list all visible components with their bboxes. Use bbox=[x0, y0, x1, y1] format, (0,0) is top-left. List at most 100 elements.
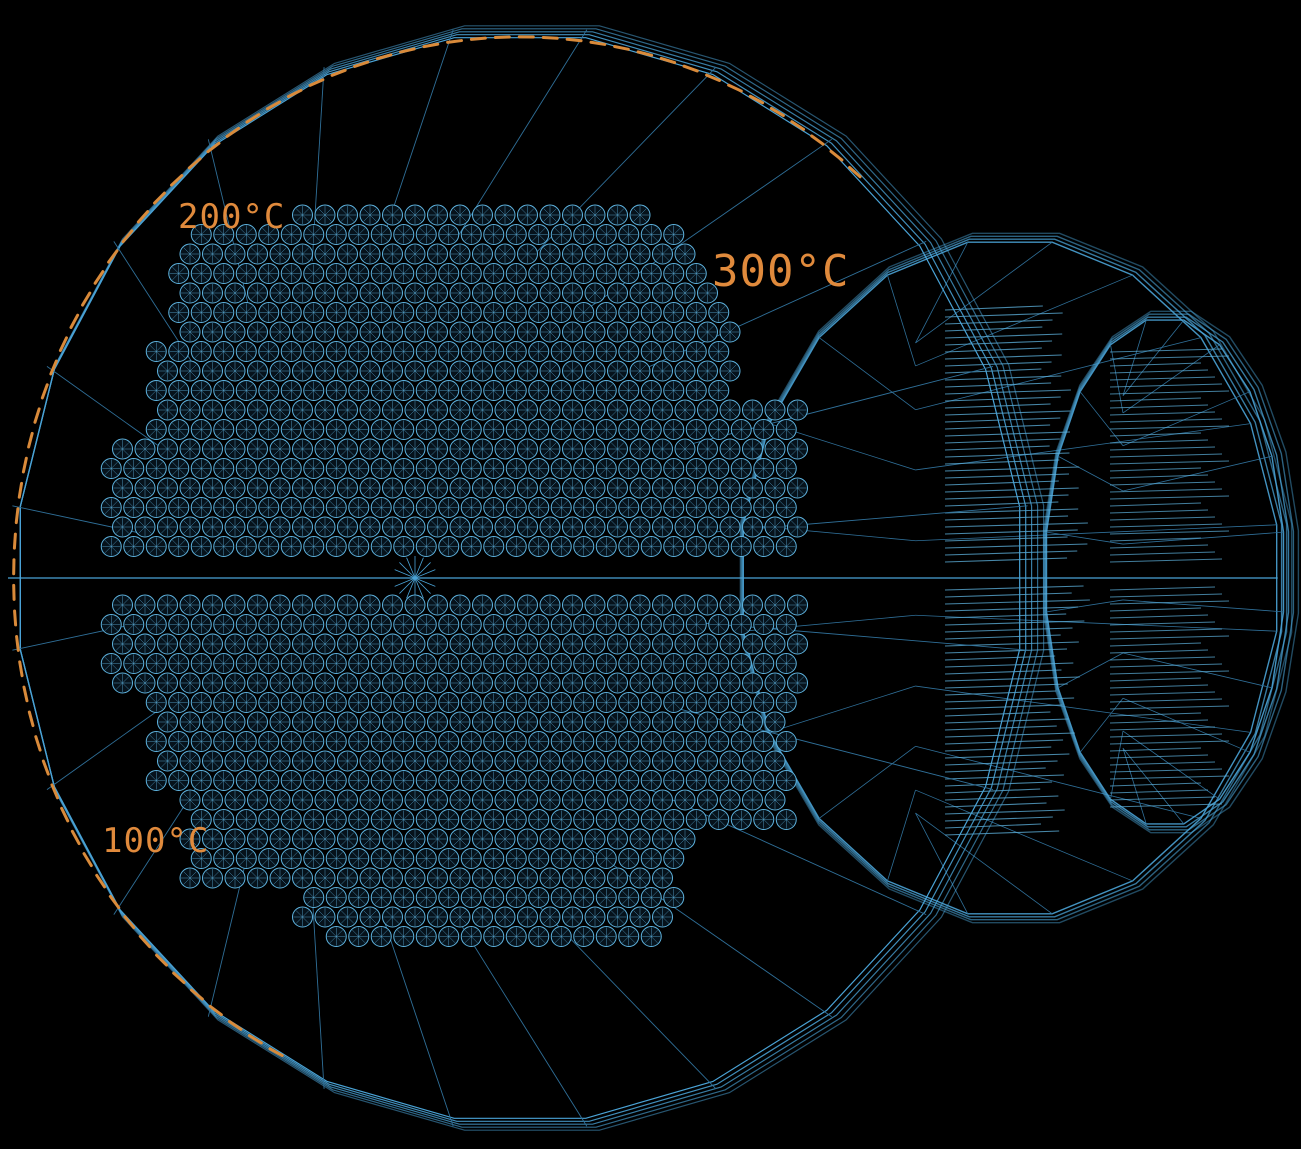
wireframe-tube-icon bbox=[562, 594, 583, 616]
wireframe-tube-icon bbox=[550, 536, 572, 557]
rear-tube-streak bbox=[944, 620, 1085, 626]
rear-tube-streak bbox=[944, 438, 1060, 444]
rear-tube-streak bbox=[1109, 607, 1202, 612]
wireframe-tube-icon bbox=[168, 380, 190, 401]
wireframe-tube-icon bbox=[168, 458, 190, 479]
wireframe-tube-icon bbox=[404, 360, 426, 382]
wireframe-tube-icon bbox=[640, 497, 662, 518]
wireframe-tube-icon bbox=[607, 711, 628, 733]
wireframe-tube-icon bbox=[550, 458, 572, 479]
wireframe-tube-icon bbox=[359, 711, 381, 733]
wireframe-tube-icon bbox=[539, 711, 561, 733]
wireframe-tube-icon bbox=[483, 224, 505, 245]
wireframe-tube-icon bbox=[303, 770, 325, 791]
wireframe-tube-icon bbox=[337, 867, 358, 889]
wireframe-tube-icon bbox=[393, 263, 415, 284]
wireframe-tube-icon bbox=[697, 750, 718, 772]
rear-tube-streak bbox=[944, 536, 1068, 542]
rear-spoke bbox=[1122, 748, 1185, 825]
wireframe-tube-icon bbox=[640, 224, 662, 245]
shell-spoke bbox=[382, 917, 454, 1127]
wireframe-tube-icon bbox=[742, 516, 763, 538]
wireframe-tube-icon bbox=[224, 438, 246, 460]
rear-tube-streak bbox=[1109, 383, 1223, 388]
wireframe-tube-icon bbox=[618, 731, 640, 752]
wireframe-tube-icon bbox=[247, 477, 268, 499]
scale-tick bbox=[34, 735, 42, 752]
wireframe-tube-icon bbox=[415, 614, 437, 635]
wireframe-tube-icon bbox=[247, 867, 268, 889]
rear-tube-streak bbox=[1109, 726, 1216, 731]
scale-tick bbox=[12, 532, 17, 550]
wireframe-tube-icon bbox=[370, 887, 392, 908]
wireframe-tube-icon bbox=[337, 516, 358, 538]
scale-tick bbox=[330, 68, 347, 77]
wireframe-tube-icon bbox=[764, 789, 786, 811]
wireframe-tube-icon bbox=[573, 263, 595, 284]
hub-icon bbox=[414, 557, 424, 579]
scale-tick bbox=[50, 783, 59, 800]
wireframe-tube-icon bbox=[123, 614, 145, 635]
wireframe-tube-icon bbox=[697, 438, 718, 460]
rear-tube-streak bbox=[944, 508, 1079, 514]
wireframe-tube-icon bbox=[202, 711, 223, 733]
wireframe-tube-icon bbox=[202, 672, 223, 694]
wireframe-tube-icon bbox=[640, 809, 662, 830]
wireframe-tube-icon bbox=[685, 497, 707, 518]
wireframe-tube-icon bbox=[393, 380, 415, 401]
wireframe-tube-icon bbox=[550, 302, 572, 323]
rear-tube-streak bbox=[944, 788, 1041, 794]
wireframe-tube-icon bbox=[517, 789, 538, 811]
wireframe-tube-icon bbox=[494, 360, 516, 382]
wireframe-tube-icon bbox=[314, 633, 336, 655]
wireframe-tube-icon bbox=[618, 263, 640, 284]
wireframe-tube-icon bbox=[179, 750, 201, 772]
wireframe-tube-icon bbox=[697, 594, 718, 616]
wireframe-tube-icon bbox=[415, 302, 437, 323]
rear-tube-streak bbox=[1109, 782, 1202, 787]
wireframe-tube-icon bbox=[719, 711, 741, 733]
scale-tick bbox=[636, 50, 654, 57]
wireframe-tube-icon bbox=[550, 497, 572, 518]
wireframe-tube-icon bbox=[674, 282, 696, 304]
wireframe-tube-icon bbox=[157, 399, 178, 421]
wireframe-tube-icon bbox=[505, 770, 527, 791]
rear-tube-streak bbox=[1109, 586, 1216, 591]
rear-spoke bbox=[915, 812, 969, 914]
wireframe-tube-icon bbox=[100, 536, 122, 557]
wireframe-tube-icon bbox=[348, 458, 370, 479]
label-200c: 200°C bbox=[178, 197, 285, 237]
wireframe-tube-icon bbox=[652, 750, 673, 772]
rear-tube-streak bbox=[944, 585, 1084, 591]
scale-tick bbox=[93, 270, 105, 285]
rear-tube-streak bbox=[1109, 740, 1230, 745]
wireframe-tube-icon bbox=[292, 750, 313, 772]
rear-spoke bbox=[1122, 599, 1284, 613]
wireframe-tube-icon bbox=[415, 458, 437, 479]
hub-icon bbox=[414, 577, 424, 599]
wireframe-tube-icon bbox=[348, 536, 370, 557]
temperature-scale bbox=[12, 35, 862, 1058]
wireframe-tube-icon bbox=[382, 906, 403, 928]
wireframe-tube-icon bbox=[517, 321, 538, 343]
wireframe-tube-icon bbox=[787, 633, 808, 655]
wireframe-tube-icon bbox=[618, 536, 640, 557]
wireframe-tube-icon bbox=[438, 263, 460, 284]
wireframe-tube-icon bbox=[652, 516, 673, 538]
wireframe-tube-icon bbox=[382, 828, 403, 850]
wireframe-tube-icon bbox=[190, 341, 212, 362]
wireframe-tube-icon bbox=[202, 750, 223, 772]
wireframe-tube-icon bbox=[213, 770, 235, 791]
wireframe-tube-icon bbox=[573, 380, 595, 401]
rear-tube-streak bbox=[944, 550, 1078, 556]
scale-tick bbox=[58, 336, 68, 352]
wireframe-tube-icon bbox=[652, 282, 673, 304]
wireframe-tube-icon bbox=[629, 438, 651, 460]
wireframe-tube-icon bbox=[303, 848, 325, 869]
wireframe-tube-icon bbox=[438, 926, 460, 947]
wireframe-tube-icon bbox=[112, 516, 133, 538]
rear-tube-streak bbox=[944, 718, 1069, 724]
wireframe-tube-icon bbox=[539, 477, 561, 499]
scale-tick bbox=[41, 759, 50, 776]
wireframe-tube-icon bbox=[179, 672, 201, 694]
